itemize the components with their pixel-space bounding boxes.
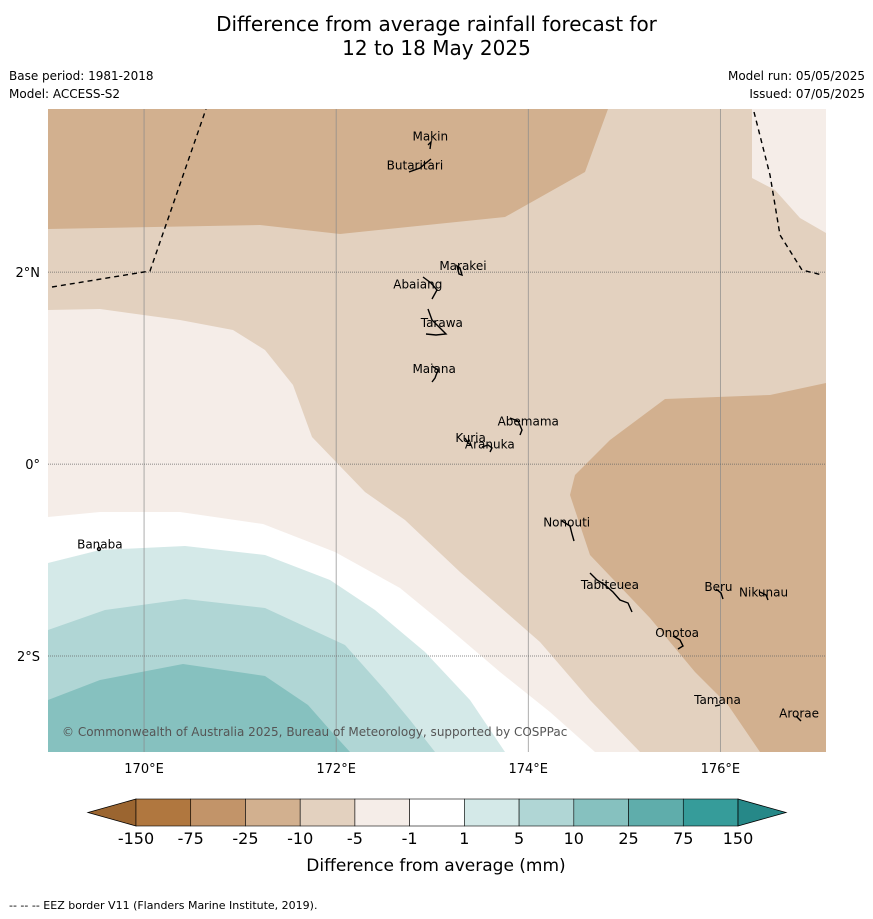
island-shape-abemama	[509, 417, 523, 436]
island-label-marakei: Marakei	[439, 259, 486, 273]
colorbar-swatch-1	[190, 798, 246, 827]
issued-date: Issued: 07/05/2025	[749, 87, 865, 101]
island-label-maiana: Maiana	[412, 362, 455, 376]
base-period: Base period: 1981-2018	[9, 69, 154, 83]
colorbar-tick-label: 75	[673, 829, 693, 848]
island-label-nonouti: Nonouti	[543, 515, 590, 529]
island-shape-butaritari	[408, 158, 432, 173]
colorbar-tick-label: -150	[118, 829, 154, 848]
island-shape-abaiang	[422, 276, 438, 300]
colorbar-swatch-4	[354, 798, 410, 827]
contour-band-10-25	[48, 664, 350, 752]
eez-footnote: -- -- -- EEZ border V11 (Flanders Marine…	[9, 899, 318, 912]
lon-tick-label: 172°E	[316, 762, 356, 777]
colorbar-tick-label: -5	[347, 829, 363, 848]
island-shape-marakei	[455, 264, 464, 277]
contour-band-minus25-minus10-north	[48, 109, 608, 234]
model-run: Model run: 05/05/2025	[727, 69, 865, 83]
island-shape-beru	[715, 588, 724, 600]
island-shape-arorae	[795, 715, 802, 722]
colorbar-swatch-2	[245, 798, 301, 827]
island-label-arorae: Arorae	[779, 706, 819, 720]
lon-tick-label: 176°E	[701, 762, 741, 777]
colorbar-label: Difference from average (mm)	[306, 856, 565, 876]
colorbar-tick-label: -10	[287, 829, 313, 848]
island-label-aranuka: Aranuka	[465, 438, 515, 452]
colorbar-low-extend	[86, 798, 137, 827]
eez-borders	[51, 109, 823, 288]
lon-tick-label: 170°E	[124, 762, 164, 777]
meta-right: Model run: 05/05/2025 Issued: 07/05/2025	[728, 67, 865, 103]
colorbar-swatch-10	[682, 798, 739, 827]
island-label-tarawa: Tarawa	[420, 316, 463, 330]
copyright-notice: © Commonwealth of Australia 2025, Bureau…	[62, 725, 567, 739]
model-name: Model: ACCESS-S2	[9, 87, 121, 101]
island-label-tamana: Tamana	[693, 693, 741, 707]
island-label-abemama: Abemama	[498, 415, 559, 429]
island-shape-maiana	[431, 365, 439, 383]
colorbar-tick-label: 10	[564, 829, 584, 848]
colorbar: -150 -75 -25 -10 -5 -1 1 5 10 25 75 150	[86, 798, 788, 848]
colorbar-tick-label: -1	[402, 829, 418, 848]
island-labels: Makin Butaritari Marakei Abaiang Tarawa Maian…	[77, 130, 819, 721]
colorbar-tick-label: 1	[459, 829, 469, 848]
lat-tick-label: 0°	[25, 458, 40, 473]
meta-left: Base period: 1981-2018 Model: ACCESS-S2	[9, 67, 154, 103]
colorbar-swatch-5	[409, 798, 465, 827]
island-shape-makin	[427, 140, 432, 150]
eez-border-west	[51, 109, 207, 288]
island-shape-aranuka	[481, 444, 493, 453]
island-label-kuria: Kuria	[455, 431, 486, 445]
colorbar-high-extend	[737, 798, 788, 827]
island-label-tabiteuea: Tabiteuea	[580, 578, 639, 592]
colorbar-tick-label: -25	[232, 829, 258, 848]
title-line-2: 12 to 18 May 2025	[342, 36, 531, 60]
island-label-abaiang: Abaiang	[393, 277, 442, 291]
chart-title: Difference from average rainfall forecas…	[0, 12, 873, 60]
colorbar-tick-label: -75	[178, 829, 204, 848]
lon-tick-label: 174°E	[508, 762, 548, 777]
rainfall-contours	[48, 109, 826, 752]
island-shape-nonouti	[561, 520, 575, 542]
colorbar-tick-label: 5	[514, 829, 524, 848]
island-label-beru: Beru	[704, 580, 732, 594]
lat-tick-label: 2°S	[17, 650, 40, 665]
island-label-onotoa: Onotoa	[655, 626, 699, 640]
colorbar-tick-label: 25	[618, 829, 638, 848]
island-label-nikunau: Nikunau	[739, 586, 788, 600]
island-label-banaba: Banaba	[77, 538, 123, 552]
colorbar-swatch-8	[573, 798, 629, 827]
island-shape-tamana	[714, 704, 721, 707]
island-shape-tabiteuea	[589, 572, 633, 613]
colorbar-swatch-3	[299, 798, 356, 827]
colorbar-swatch-0	[135, 798, 192, 827]
island-shape-nikunau	[759, 591, 769, 601]
contour-band-minus25-minus10-south	[570, 383, 826, 752]
contour-band-minus5-minus1-northeast	[752, 109, 826, 233]
lat-tick-label: 2°N	[16, 266, 41, 281]
colorbar-swatch-9	[628, 798, 684, 827]
axis-labels: 170°E 172°E 174°E 176°E 2°N 0° 2°S	[16, 266, 741, 777]
colorbar-tick-label: 150	[723, 829, 754, 848]
eez-border-east	[753, 111, 823, 276]
title-line-1: Difference from average rainfall forecas…	[216, 12, 657, 36]
island-shape-tarawa	[425, 308, 448, 336]
island-shape-onotoa	[672, 635, 684, 650]
colorbar-swatch-6	[464, 798, 520, 827]
colorbar-swatch-7	[518, 798, 575, 827]
island-shape-banaba	[96, 546, 102, 552]
island-shape-kuria	[464, 437, 472, 446]
island-label-makin: Makin	[412, 130, 448, 144]
gridlines	[48, 109, 826, 752]
island-shapes	[96, 140, 802, 722]
island-label-butaritari: Butaritari	[387, 158, 444, 172]
